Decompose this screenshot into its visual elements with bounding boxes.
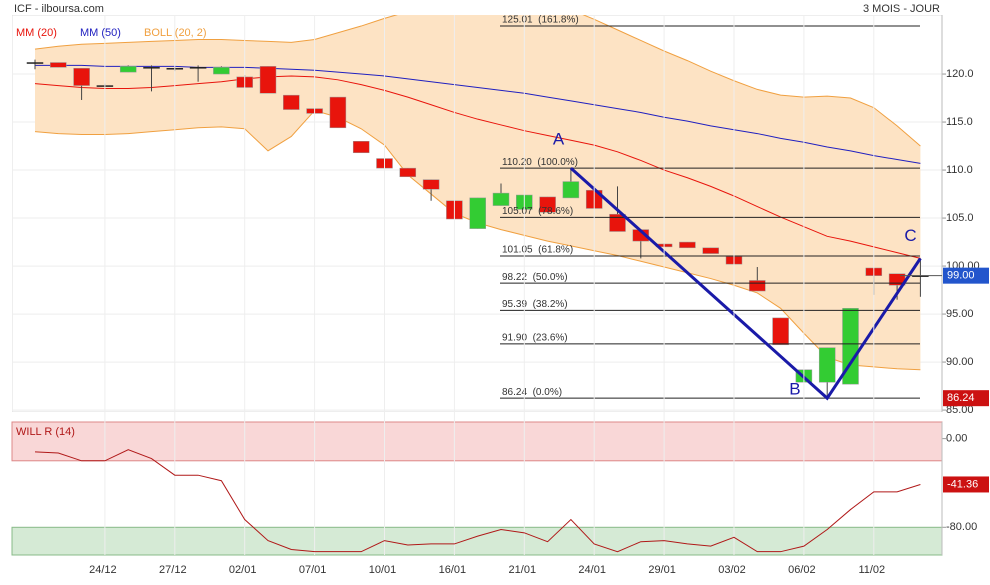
fib-label: 105.07 (78.6%) bbox=[502, 206, 573, 217]
x-tick-label: 11/02 bbox=[858, 564, 885, 576]
pattern-label: C bbox=[904, 226, 916, 245]
indicator-name: WILL R (14) bbox=[16, 426, 75, 438]
y-tick-label: 90.00 bbox=[946, 356, 974, 368]
fib-label: 91.90 (23.6%) bbox=[502, 332, 568, 343]
price-tag bbox=[943, 476, 989, 493]
y-tick-label: 115.0 bbox=[946, 116, 973, 128]
candle-body bbox=[352, 141, 370, 154]
moving-average bbox=[35, 64, 921, 164]
overbought-zone bbox=[11, 421, 943, 462]
band-upper bbox=[34, 15, 921, 147]
x-tick-label: 06/02 bbox=[788, 564, 816, 576]
candle-body bbox=[119, 66, 137, 73]
candle-body bbox=[329, 96, 347, 129]
price-tag-label: 99.00 bbox=[947, 270, 975, 282]
overlay: WILL R (14) 24/12 27/12 02/01 07/01 10/01 16/0… bbox=[11, 15, 989, 576]
legend-entry: BOLL (20, 2) bbox=[144, 27, 207, 39]
oversold-zone bbox=[11, 526, 943, 556]
fib-label: 86.24 (0.0%) bbox=[502, 387, 562, 398]
legend-entry: MM (20) bbox=[16, 27, 57, 39]
price-tag bbox=[943, 390, 989, 407]
candle-body bbox=[702, 247, 719, 254]
y-tick-label: 85.00 bbox=[946, 404, 974, 416]
candle-body bbox=[749, 280, 766, 292]
candle-body bbox=[772, 317, 789, 346]
candle-body bbox=[469, 197, 486, 229]
candle-body bbox=[679, 241, 696, 249]
candle-body bbox=[492, 192, 510, 206]
candle-body bbox=[50, 62, 67, 68]
x-tick-label: 24/12 bbox=[89, 564, 117, 576]
candle-body bbox=[259, 66, 277, 94]
y-tick-label: 105.0 bbox=[946, 212, 974, 224]
candle-body bbox=[818, 347, 836, 383]
fib-label: 125.01 (161.8%) bbox=[502, 15, 579, 26]
candle-body bbox=[213, 67, 230, 75]
pattern-label: B bbox=[789, 380, 800, 399]
candle-body bbox=[189, 67, 207, 69]
x-tick-label: 02/01 bbox=[229, 564, 257, 576]
y-tick-label: 120.0 bbox=[946, 68, 974, 80]
candle-body bbox=[539, 196, 556, 213]
x-tick-label: 16/01 bbox=[439, 564, 467, 576]
fib-label: 110.20 (100.0%) bbox=[502, 157, 578, 168]
x-tick-label: 03/02 bbox=[718, 564, 746, 576]
y-tick-label: 95.00 bbox=[946, 308, 974, 320]
fib-label: 101.05 (61.8%) bbox=[502, 245, 573, 256]
candle-body bbox=[283, 94, 300, 110]
candle-body bbox=[609, 213, 626, 232]
indicator-line bbox=[34, 449, 921, 553]
fib-label: 98.22 (50.0%) bbox=[502, 272, 568, 283]
x-tick-label: 21/01 bbox=[509, 564, 537, 576]
candle-body bbox=[562, 181, 580, 199]
fib-label: 95.39 (38.2%) bbox=[502, 299, 568, 310]
abc-pattern bbox=[569, 167, 922, 401]
band-fill bbox=[35, 15, 921, 370]
legend-entry: MM (50) bbox=[80, 27, 121, 39]
x-tick-label: 07/01 bbox=[299, 564, 327, 576]
moving-average bbox=[34, 75, 921, 259]
price-tag-label: 86.24 bbox=[947, 392, 975, 404]
x-tick-label: 29/01 bbox=[648, 564, 676, 576]
pattern-label: A bbox=[553, 130, 565, 149]
price-panel: 125.01 (161.8%) 110.20 (100.0%) 105.07 (78… bbox=[12, 15, 942, 412]
period: 3 MOIS - JOUR bbox=[863, 3, 940, 15]
candle-body bbox=[73, 68, 90, 86]
price-tag-label: -41.36 bbox=[947, 478, 978, 490]
x-tick-label: 24/01 bbox=[578, 564, 606, 576]
x-tick-label: 10/01 bbox=[369, 564, 397, 576]
candle-body bbox=[26, 62, 44, 64]
candle-body bbox=[842, 308, 859, 385]
y-tick-label: -80.00 bbox=[946, 521, 977, 533]
candle-body bbox=[143, 67, 160, 69]
x-tick-label: 27/12 bbox=[159, 564, 187, 576]
chart-title: ICF - ilboursa.com bbox=[14, 3, 104, 15]
candle-body bbox=[422, 179, 440, 190]
y-tick-label: 110.0 bbox=[946, 164, 973, 176]
candle-body bbox=[399, 167, 417, 178]
y-tick-label: 0.00 bbox=[946, 433, 967, 445]
price-tag bbox=[943, 267, 989, 284]
